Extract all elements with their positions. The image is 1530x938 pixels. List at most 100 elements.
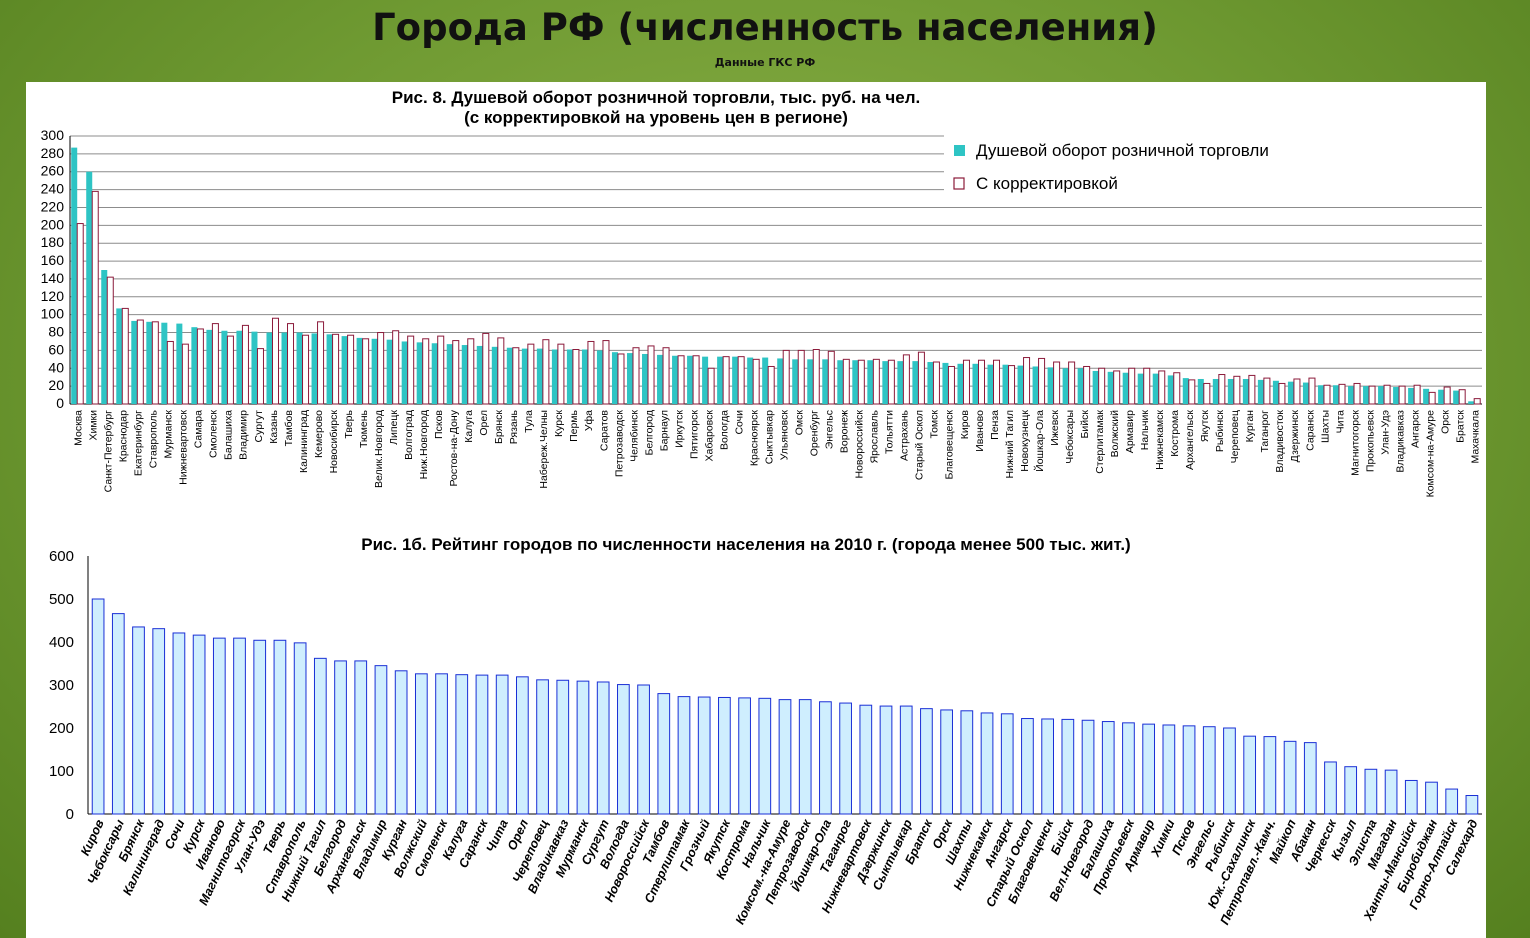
chart2-bar — [758, 697, 772, 815]
chart2-bar — [1101, 721, 1115, 815]
chart1-x-tick-label: Ульяновск — [779, 410, 791, 461]
chart1-bar-turnover — [1363, 386, 1370, 404]
chart1-x-tick-label: Липецк — [388, 410, 400, 445]
chart2-bar — [819, 701, 832, 815]
chart1-bar-corrected — [857, 359, 865, 405]
chart1-y-tick-label: 0 — [56, 395, 64, 411]
chart2-y-tick-label: 300 — [49, 677, 74, 694]
chart1-bar-turnover — [611, 352, 618, 404]
chart2-bar — [738, 697, 751, 815]
chart2-bar — [859, 704, 873, 815]
chart1-bar-turnover — [131, 320, 138, 404]
chart1-x-tick-label: Энгельс — [824, 410, 836, 449]
chart1-bar-corrected — [797, 349, 805, 405]
chart2-bar — [1364, 768, 1378, 815]
chart1-x-tick-label: Ангарск — [1409, 410, 1421, 448]
chart1-bar-turnover — [702, 356, 709, 404]
chart1-bar-corrected — [362, 338, 370, 405]
chart2-bar — [475, 674, 489, 815]
chart1-bar-turnover — [957, 363, 964, 404]
chart1-bar-corrected — [1263, 377, 1271, 405]
chart1-bar-corrected — [1278, 382, 1286, 405]
chart1-x-tick-label: Калуга — [463, 410, 475, 443]
chart1-x-tick-label: Астрахань — [899, 409, 911, 461]
chart1-x-tick-label: Ижевск — [1049, 410, 1061, 446]
chart1-bar-corrected — [136, 319, 144, 405]
chart1-bar-corrected — [1293, 378, 1301, 405]
chart1-x-tick-label: Нальчик — [1139, 410, 1151, 451]
chart1-bar-turnover — [807, 359, 814, 404]
chart1-y-tick-label: 60 — [48, 341, 64, 357]
chart1-bar-turnover — [1032, 366, 1039, 404]
chart1-bar-corrected — [617, 353, 625, 405]
chart1-bar-turnover — [1017, 365, 1024, 404]
chart1-x-tick-label: Санкт-Петербург — [103, 410, 115, 493]
chart1-bar-turnover — [341, 336, 348, 404]
chart1-x-tick-label: Бийск — [1079, 410, 1091, 439]
chart1-bar-corrected — [317, 321, 325, 405]
chart1-bar-corrected — [332, 333, 340, 405]
chart1-bar-turnover — [762, 357, 769, 404]
chart1-x-tick-label: Вологда — [718, 410, 730, 450]
chart1-x-tick-label: Чебоксары — [1064, 410, 1076, 464]
chart1-bar-turnover — [311, 333, 318, 404]
chart2-bar — [1162, 724, 1176, 815]
chart1-bar-corrected — [1173, 372, 1181, 405]
chart1-bar-turnover — [161, 322, 168, 404]
chart1-x-tick-label: Новокузнецк — [1019, 410, 1031, 472]
chart1-y-tick-label: 160 — [41, 252, 65, 268]
chart2-bar — [960, 710, 974, 815]
chart1-x-tick-label: Пенза — [989, 410, 1001, 440]
chart1-x-tick-label: Набереж.Челны — [538, 410, 550, 489]
chart2-bar — [1061, 718, 1075, 815]
chart1-bar-turnover — [416, 342, 423, 404]
chart2-bar — [1465, 795, 1479, 815]
chart1-x-tick-label: Москва — [73, 410, 85, 446]
chart2-bar — [697, 696, 711, 815]
chart1-legend-swatch-turnover — [954, 145, 965, 156]
chart2-bar — [111, 613, 125, 815]
chart2-bar — [253, 639, 267, 815]
chart2-bar — [556, 679, 570, 815]
chart1-x-tick-label: Тула — [523, 410, 535, 433]
chart2-bar — [192, 634, 206, 815]
chart2-bar — [414, 673, 428, 815]
chart1-bar-turnover — [116, 308, 123, 404]
chart1-x-tick-label: Братск — [1454, 410, 1466, 443]
chart1-bar-corrected — [707, 367, 715, 405]
chart1-bar-corrected — [1473, 398, 1481, 405]
chart2-bar — [879, 705, 893, 815]
chart1-bar-turnover — [176, 323, 183, 404]
chart1-x-tick-label: Нижний Тагил — [1004, 410, 1016, 479]
chart1-bar-corrected — [917, 351, 925, 405]
chart1-bar-turnover — [476, 345, 483, 404]
chart1-bar-turnover — [717, 356, 724, 404]
chart1-bar-turnover — [1002, 364, 1009, 404]
chart1-bar-corrected — [557, 343, 565, 405]
chart1-bar-turnover — [1468, 401, 1475, 404]
chart1-bar-corrected — [1068, 361, 1076, 405]
chart1-bar-turnover — [506, 347, 513, 404]
chart1-bar-corrected — [1038, 357, 1046, 405]
chart1-bar-turnover — [732, 356, 739, 404]
chart1-x-tick-label: Владимир — [238, 410, 250, 460]
chart1-bar-corrected — [932, 361, 940, 405]
chart1-bar-corrected — [287, 323, 295, 405]
chart1-x-tick-label: Казань — [268, 409, 280, 443]
chart1-bar-corrected — [1128, 367, 1136, 405]
chart1-bar-turnover — [1242, 378, 1249, 404]
chart1-bar-turnover — [1302, 382, 1309, 404]
chart1-x-tick-label: Тверь — [343, 409, 355, 438]
chart2-y-tick-label: 500 — [49, 591, 74, 608]
chart1-x-tick-label: Саранск — [1304, 410, 1316, 451]
chart2-bar — [1122, 722, 1135, 815]
chart1-bar-turnover — [461, 345, 468, 404]
chart1-bar-turnover — [1152, 373, 1159, 404]
chart1-x-tick-label: Велик.Новгород — [373, 410, 385, 488]
chart1-title: Рис. 8. Душевой оборот розничной торговл… — [392, 88, 920, 107]
chart1-bar-corrected — [422, 338, 430, 405]
chart2-bar — [1344, 766, 1358, 815]
chart1-y-tick-label: 260 — [41, 163, 65, 179]
chart2-bar — [1283, 740, 1297, 815]
chart1-bar-corrected — [947, 365, 955, 405]
